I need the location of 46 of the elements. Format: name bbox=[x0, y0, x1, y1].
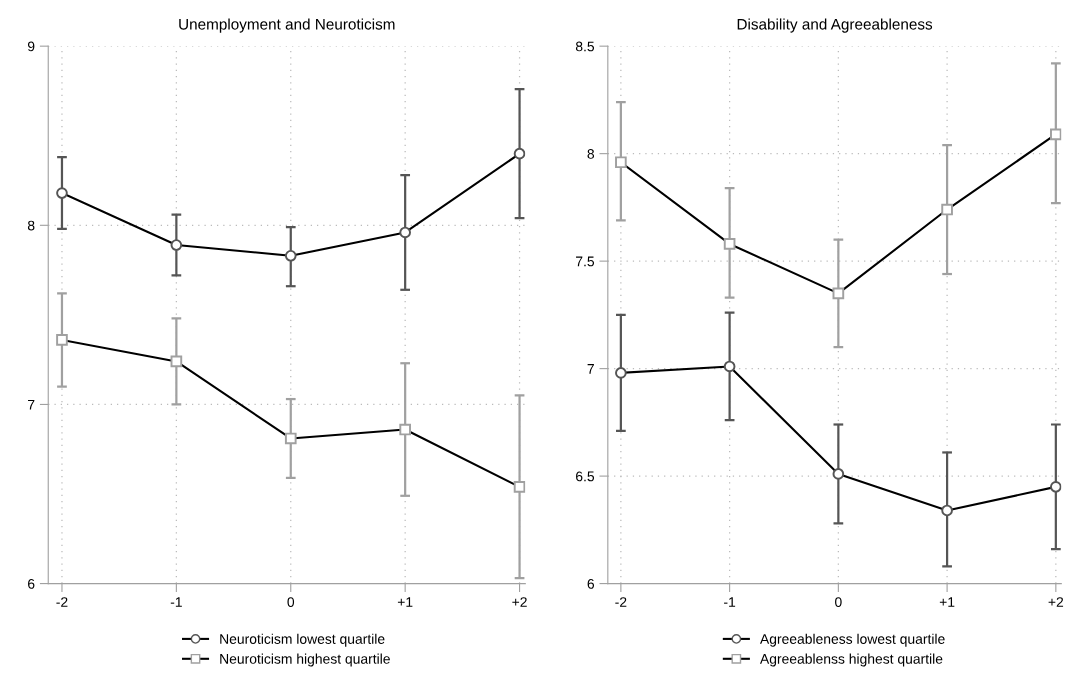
point bbox=[615, 367, 627, 379]
point bbox=[615, 156, 627, 169]
legend-label: Agreeableness lowest quartile bbox=[759, 633, 945, 647]
chart-title: Disability and Agreeableness bbox=[737, 18, 933, 33]
point bbox=[723, 360, 736, 373]
point bbox=[170, 239, 183, 251]
point bbox=[56, 187, 68, 199]
x-tick-label: -1 bbox=[170, 597, 182, 607]
point bbox=[723, 238, 736, 250]
y-tick-label: 7 bbox=[28, 399, 35, 410]
point bbox=[284, 432, 297, 445]
y-tick-label: 7 bbox=[587, 364, 594, 374]
x-tick-label: -2 bbox=[615, 597, 627, 607]
legend-label: Agreeablenss highest quartile bbox=[759, 653, 943, 667]
point bbox=[941, 203, 953, 216]
x-tick-label: -2 bbox=[56, 597, 68, 607]
point bbox=[170, 355, 183, 368]
legend-label: Neuroticism lowest quartile bbox=[220, 633, 385, 647]
point bbox=[513, 147, 526, 160]
y-tick-label: 8.5 bbox=[575, 41, 595, 52]
x-tick-label: 0 bbox=[835, 597, 842, 607]
x-tick-label: +2 bbox=[512, 597, 527, 607]
legend-label: Neuroticism highest quartile bbox=[220, 653, 390, 667]
point bbox=[56, 334, 68, 346]
point bbox=[1050, 481, 1062, 493]
point bbox=[399, 423, 411, 436]
x-tick-label: +2 bbox=[1048, 597, 1064, 607]
point bbox=[832, 287, 845, 300]
x-tick-label: +1 bbox=[939, 597, 955, 607]
y-tick-label: 6 bbox=[587, 578, 595, 589]
y-tick-label: 8 bbox=[27, 220, 35, 231]
y-tick-label: 9 bbox=[27, 41, 35, 52]
y-tick-label: 6 bbox=[28, 578, 35, 589]
x-tick-label: -1 bbox=[724, 597, 736, 607]
y-tick-label: 8 bbox=[587, 148, 595, 159]
point bbox=[284, 249, 297, 262]
point bbox=[1050, 128, 1062, 141]
point bbox=[832, 468, 845, 480]
x-tick-label: 0 bbox=[287, 597, 295, 607]
point bbox=[399, 226, 411, 239]
point bbox=[513, 481, 526, 493]
point bbox=[941, 504, 953, 517]
x-tick-label: +1 bbox=[397, 597, 413, 607]
y-tick-label: 6.5 bbox=[576, 471, 595, 482]
y-tick-label: 7.5 bbox=[576, 256, 595, 267]
chart-title: Unemployment and Neuroticism bbox=[179, 18, 395, 33]
